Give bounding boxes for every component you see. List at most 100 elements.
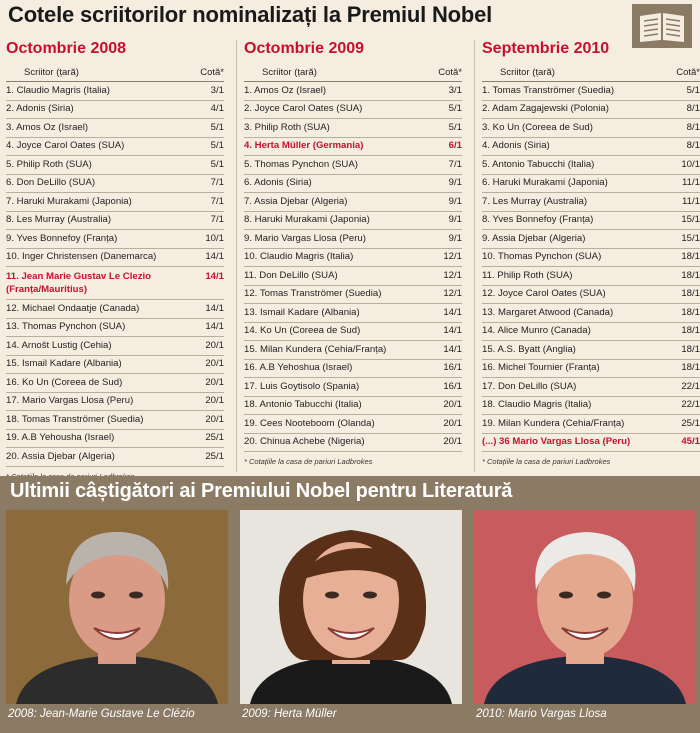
- odds-value: 20/1: [205, 413, 224, 425]
- odds-value: 3/1: [448, 84, 462, 96]
- odds-value: 8/1: [686, 103, 700, 114]
- table-row: 14. Ko Un (Coreea de Sud) 14/1: [244, 323, 462, 341]
- table-row: 11. Don DeLillo (SUA) 12/1: [244, 267, 462, 286]
- odds-value: 20/1: [443, 399, 462, 410]
- table-row: 10. Thomas Pynchon (SUA) 18/1: [482, 249, 700, 267]
- odds-value: 14/1: [205, 321, 224, 332]
- table-row: 18. Tomas Tranströmer (Suedia) 20/1: [6, 411, 224, 430]
- table-row: 5. Philip Roth (SUA) 5/1: [6, 156, 224, 175]
- table-row: 1. Amos Oz (Israel) 3/1: [244, 82, 462, 101]
- table-row: 8. Les Murray (Australia) 7/1: [6, 212, 224, 230]
- writer-name: 13. Ismail Kadare (Albania): [244, 306, 360, 318]
- odds-value: 8/1: [686, 121, 700, 133]
- odds-value: 20/1: [205, 395, 224, 406]
- table-row: 18. Claudio Magris (Italia) 22/1: [482, 397, 700, 415]
- writer-name: 19. A.B Yehousha (Israel): [6, 432, 115, 443]
- writer-name: 7. Les Murray (Australia): [482, 195, 588, 207]
- header-writer: Scriitor (țară): [500, 67, 555, 78]
- table-row: 13. Thomas Pynchon (SUA) 14/1: [6, 319, 224, 337]
- odds-value: 12/1: [443, 269, 462, 281]
- winners-title: Ultimii câștigători ai Premiului Nobel p…: [10, 480, 513, 502]
- table-row: 13. Ismail Kadare (Albania) 14/1: [244, 304, 462, 323]
- footnote: * Cotațiile la casa de pariuri Ladbrokes: [482, 457, 611, 466]
- odds-value: 11/1: [682, 195, 700, 207]
- odds-value: 12/1: [443, 251, 462, 262]
- odds-value: 5/1: [210, 121, 224, 133]
- table-row: 17. Mario Vargas Llosa (Peru) 20/1: [6, 393, 224, 411]
- writer-name: 3. Philip Roth (SUA): [244, 121, 330, 133]
- odds-value: 18/1: [681, 269, 700, 281]
- writer-name: 11. Jean Marie Gustav Le Clezio (Franța/…: [6, 271, 152, 295]
- writer-name: 14. Ko Un (Coreea de Sud): [244, 325, 361, 336]
- header-writer: Scriitor (țară): [262, 67, 317, 78]
- odds-value: 11/1: [682, 177, 700, 188]
- writer-name: 12. Michael Ondaatje (Canada): [6, 302, 140, 314]
- header-odds: Cotă*: [200, 67, 224, 78]
- table-row: 6. Haruki Murakami (Japonia) 11/1: [482, 175, 700, 193]
- table-row: 6. Adonis (Siria) 9/1: [244, 175, 462, 193]
- table-row: 4. Joyce Carol Oates (SUA) 5/1: [6, 138, 224, 156]
- odds-value: 5/1: [210, 140, 224, 151]
- writer-name: 10. Thomas Pynchon (SUA): [482, 251, 602, 262]
- writer-name: 11. Philip Roth (SUA): [482, 269, 573, 281]
- odds-value: 9/1: [448, 232, 462, 244]
- odds-value: 18/1: [681, 306, 700, 318]
- odds-value: 9/1: [448, 177, 462, 188]
- odds-value: 12/1: [443, 288, 462, 299]
- odds-value: 7/1: [210, 214, 224, 225]
- odds-value: 9/1: [448, 214, 462, 225]
- table-header: Scriitor (țară) Cotă*: [6, 60, 224, 82]
- writer-name: 13. Margaret Atwood (Canada): [482, 306, 614, 318]
- odds-value: 16/1: [443, 380, 462, 392]
- odds-value: 7/1: [448, 158, 462, 170]
- writer-name: 18. Tomas Tranströmer (Suedia): [6, 413, 144, 425]
- writer-name: 5. Thomas Pynchon (SUA): [244, 158, 358, 170]
- winner-photo: [240, 510, 462, 704]
- writer-name: 16. Michel Tournier (Franța): [482, 362, 600, 373]
- odds-value: 5/1: [448, 121, 462, 133]
- page-title: Cotele scriitorilor nominalizați la Prem…: [8, 2, 493, 27]
- odds-table: Octombrie 2009 Scriitor (țară) Cotă* 1. Amo…: [244, 38, 462, 466]
- table-row: 7. Les Murray (Australia) 11/1: [482, 193, 700, 212]
- odds-value: 14/1: [205, 251, 224, 262]
- table-row: 6. Don DeLillo (SUA) 7/1: [6, 175, 224, 193]
- table-row: 20. Chinua Achebe (Nigeria) 20/1: [244, 434, 462, 452]
- writer-name: 14. Alice Munro (Canada): [482, 325, 591, 336]
- writer-name: 9. Yves Bonnefoy (Franța): [6, 232, 118, 244]
- writer-name: 4. Joyce Carol Oates (SUA): [6, 140, 125, 151]
- writer-name: 8. Les Murray (Australia): [6, 214, 112, 225]
- table-row: 12. Michael Ondaatje (Canada) 14/1: [6, 300, 224, 319]
- writer-name: 6. Don DeLillo (SUA): [6, 177, 96, 188]
- writer-name: 2. Adam Zagajewski (Polonia): [482, 103, 609, 114]
- odds-value: 18/1: [681, 325, 700, 336]
- writer-name: 16. A.B Yehoshua (Israel): [244, 362, 353, 373]
- table-row: 4. Herta Müller (Germania) 6/1: [244, 138, 462, 156]
- writer-name: 18. Claudio Magris (Italia): [482, 399, 592, 410]
- odds-value: 45/1: [681, 436, 700, 447]
- odds-value: 18/1: [681, 288, 700, 299]
- writer-name: 2. Joyce Carol Oates (SUA): [244, 103, 363, 114]
- writer-name: 3. Amos Oz (Israel): [6, 121, 89, 133]
- odds-value: 25/1: [205, 432, 224, 443]
- table-row: 15. A.S. Byatt (Anglia) 18/1: [482, 341, 700, 360]
- writer-name: 10. Claudio Magris (Italia): [244, 251, 354, 262]
- odds-value: 18/1: [681, 343, 700, 355]
- writer-name: 8. Yves Bonnefoy (Franța): [482, 214, 594, 225]
- odds-value: 5/1: [448, 103, 462, 114]
- odds-value: 10/1: [205, 232, 224, 244]
- table-row: 17. Don DeLillo (SUA) 22/1: [482, 378, 700, 397]
- table-row: 15. Milan Kundera (Cehia/Franța) 14/1: [244, 341, 462, 360]
- odds-value: 14/1: [443, 306, 462, 318]
- odds-value: 20/1: [205, 339, 224, 351]
- odds-value: 10/1: [681, 158, 700, 170]
- odds-value: 7/1: [210, 195, 224, 207]
- odds-value: 9/1: [448, 195, 462, 207]
- table-row: 11. Philip Roth (SUA) 18/1: [482, 267, 700, 286]
- odds-value: 14/1: [205, 271, 224, 282]
- column-divider: [236, 40, 237, 472]
- table-row: 11. Jean Marie Gustav Le Clezio (Franța/…: [6, 267, 224, 300]
- writer-name: 11. Don DeLillo (SUA): [244, 269, 338, 281]
- table-row: 9. Mario Vargas Llosa (Peru) 9/1: [244, 230, 462, 249]
- table-row: 10. Claudio Magris (Italia) 12/1: [244, 249, 462, 267]
- table-row: 2. Adam Zagajewski (Polonia) 8/1: [482, 101, 700, 119]
